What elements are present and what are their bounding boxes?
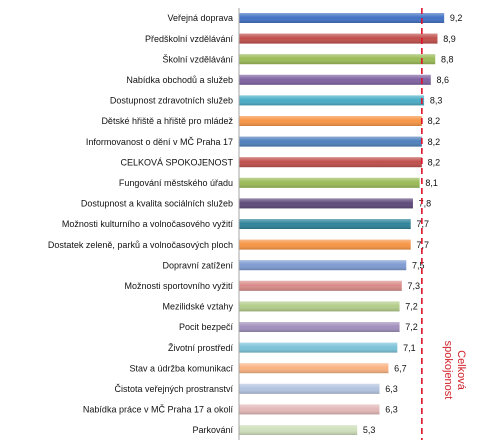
bar-shade-dostupnost-a-kvalita-socialnich-sluzeb bbox=[239, 198, 413, 209]
category-label-mezilidske-vztahy: Mezilidské vztahy bbox=[162, 302, 233, 312]
value-label-dostatek-zelene-parku-a-volnocasovych-ploch: 7,7 bbox=[416, 240, 429, 250]
category-label-stav-a-udrzba-komunikaci: Stav a údržba komunikací bbox=[129, 363, 233, 373]
bar-shade-celkova-spokojenost bbox=[239, 157, 422, 168]
value-label-informovanost-o-deni-v-mc-praha-17: 8,2 bbox=[428, 137, 441, 147]
category-label-skolni-vzdelavani: Školní vzdělávání bbox=[162, 54, 233, 64]
bar-shade-pocit-bezpeci bbox=[239, 322, 400, 332]
bar-shade-stav-a-udrzba-komunikaci bbox=[239, 363, 389, 374]
bar-shade-fungovani-mestskeho-uradu bbox=[239, 177, 420, 188]
category-label-dostatek-zelene-parku-a-volnocasovych-ploch: Dostatek zeleně, parků a volnočasových p… bbox=[48, 240, 233, 250]
bar-shade-zivotni-prostredi bbox=[239, 342, 398, 353]
value-label-nabidka-obchodu-a-sluzeb: 8,6 bbox=[437, 75, 450, 85]
category-label-zivotni-prostredi: Životní prostředí bbox=[168, 343, 234, 353]
category-label-moznosti-kulturniho-a-volnocasoveho-vyziti: Možnosti kulturního a volnočasového vyži… bbox=[62, 219, 234, 229]
category-label-celkova-spokojenost: CELKOVÁ SPOKOJENOST bbox=[120, 157, 233, 167]
bar-shade-dopravni-zatizeni bbox=[239, 260, 407, 271]
category-label-informovanost-o-deni-v-mc-praha-17: Informovanost o dění v MČ Praha 17 bbox=[86, 137, 233, 147]
bar-shade-parkovani bbox=[239, 425, 358, 435]
value-label-dostupnost-a-kvalita-socialnich-sluzeb: 7,8 bbox=[419, 199, 432, 209]
category-label-nabidka-obchodu-a-sluzeb: Nabídka obchodů a služeb bbox=[126, 75, 233, 85]
bar-shade-detske-hriste-a-hriste-pro-mladez bbox=[239, 116, 422, 126]
value-label-moznosti-sportovniho-vyziti: 7,3 bbox=[408, 281, 421, 291]
value-label-verejna-doprava: 9,2 bbox=[450, 13, 463, 23]
reference-label-line-1: Celková bbox=[455, 350, 467, 391]
category-label-cistota-verejnych-prostranstvi: Čistota veřejných prostranství bbox=[114, 384, 233, 394]
value-label-celkova-spokojenost: 8,2 bbox=[428, 157, 441, 167]
category-label-parkovani: Parkování bbox=[192, 425, 233, 435]
bar-shade-dostatek-zelene-parku-a-volnocasovych-ploch bbox=[239, 239, 411, 250]
category-label-dopravni-zatizeni: Dopravní zatížení bbox=[162, 260, 233, 270]
category-label-fungovani-mestskeho-uradu: Fungování městského úřadu bbox=[119, 178, 233, 188]
value-label-skolni-vzdelavani: 8,8 bbox=[441, 54, 454, 64]
bar-shade-mezilidske-vztahy bbox=[239, 301, 400, 312]
bar-shade-predskolni-vzdelavani bbox=[239, 33, 438, 44]
bar-shade-nabidka-prace-v-mc-praha-17-a-okoli bbox=[239, 404, 380, 415]
bar-shade-nabidka-obchodu-a-sluzeb bbox=[239, 74, 431, 85]
value-label-predskolni-vzdelavani: 8,9 bbox=[443, 34, 456, 44]
category-label-detske-hriste-a-hriste-pro-mladez: Dětské hřiště a hřiště pro mládež bbox=[101, 116, 233, 126]
category-label-dostupnost-zdravotnich-sluzeb: Dostupnost zdravotních služeb bbox=[110, 96, 233, 106]
category-label-moznosti-sportovniho-vyziti: Možnosti sportovního vyžití bbox=[124, 281, 233, 291]
value-label-pocit-bezpeci: 7,2 bbox=[405, 322, 418, 332]
value-label-cistota-verejnych-prostranstvi: 6,3 bbox=[385, 384, 398, 394]
bar-shade-dostupnost-zdravotnich-sluzeb bbox=[239, 95, 425, 106]
bar-shade-skolni-vzdelavani bbox=[239, 54, 436, 65]
value-label-moznosti-kulturniho-a-volnocasoveho-vyziti: 7,7 bbox=[416, 219, 429, 229]
value-label-zivotni-prostredi: 7,1 bbox=[403, 343, 416, 353]
value-label-dopravni-zatizeni: 7,5 bbox=[412, 260, 425, 270]
category-label-verejna-doprava: Veřejná doprava bbox=[167, 13, 233, 23]
value-label-nabidka-prace-v-mc-praha-17-a-okoli: 6,3 bbox=[385, 405, 398, 415]
bar-shade-moznosti-kulturniho-a-volnocasoveho-vyziti bbox=[239, 219, 411, 229]
value-label-mezilidske-vztahy: 7,2 bbox=[405, 302, 418, 312]
category-label-predskolni-vzdelavani: Předškolní vzdělávání bbox=[145, 34, 234, 44]
value-label-parkovani: 5,3 bbox=[363, 425, 376, 435]
bar-shade-moznosti-sportovniho-vyziti bbox=[239, 280, 402, 291]
value-label-stav-a-udrzba-komunikaci: 6,7 bbox=[394, 363, 407, 373]
reference-label-line-2: spokojenost bbox=[442, 341, 454, 400]
bar-shade-cistota-verejnych-prostranstvi bbox=[239, 383, 380, 394]
category-label-pocit-bezpeci: Pocit bezpečí bbox=[179, 322, 234, 332]
category-label-dostupnost-a-kvalita-socialnich-sluzeb: Dostupnost a kvalita sociálních služeb bbox=[81, 199, 233, 209]
bar-shade-informovanost-o-deni-v-mc-praha-17 bbox=[239, 136, 422, 147]
value-label-detske-hriste-a-hriste-pro-mladez: 8,2 bbox=[428, 116, 441, 126]
value-label-fungovani-mestskeho-uradu: 8,1 bbox=[425, 178, 438, 188]
bar-shade-verejna-doprava bbox=[239, 13, 445, 23]
category-label-nabidka-prace-v-mc-praha-17-a-okoli: Nabídka práce v MČ Praha 17 a okolí bbox=[83, 405, 234, 415]
value-label-dostupnost-zdravotnich-sluzeb: 8,3 bbox=[430, 96, 443, 106]
